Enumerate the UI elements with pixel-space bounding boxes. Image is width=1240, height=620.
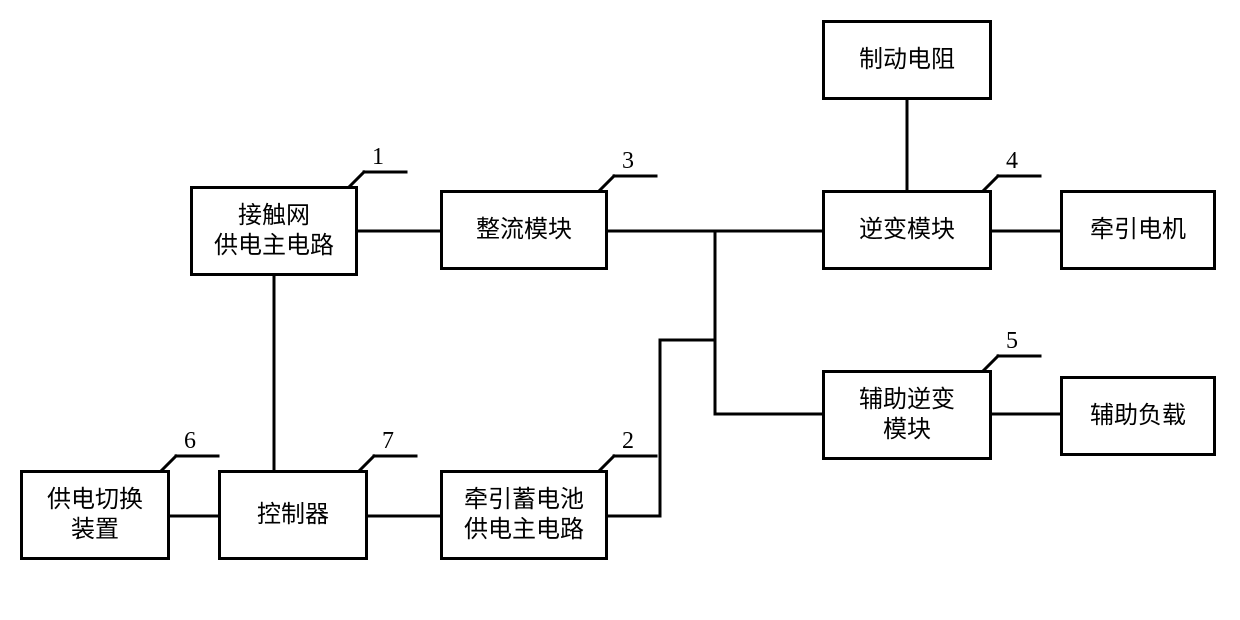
node-n6: 供电切换 装置 [20, 470, 170, 560]
node-n4: 逆变模块 [822, 190, 992, 270]
node-n1: 接触网 供电主电路 [190, 186, 358, 276]
node-number-n3: 3 [622, 148, 634, 175]
edges-layer [0, 0, 1240, 620]
node-number-n5: 5 [1006, 328, 1018, 355]
diagram-stage: 制动电阻接触网 供电主电路 整流模块 逆变模块牵引电机辅助逆变 模块辅助负载供电切换… [0, 0, 1240, 620]
node-number-n7: 7 [382, 428, 394, 455]
node-number-n2: 2 [622, 428, 634, 455]
node-aux_load: 辅助负载 [1060, 376, 1216, 456]
node-number-n1: 1 [372, 144, 384, 171]
node-motor: 牵引电机 [1060, 190, 1216, 270]
node-n2: 牵引蓄电池 供电主电路 [440, 470, 608, 560]
node-brake_res: 制动电阻 [822, 20, 992, 100]
node-number-n4: 4 [1006, 148, 1018, 175]
node-n5: 辅助逆变 模块 [822, 370, 992, 460]
node-n7: 控制器 [218, 470, 368, 560]
node-number-n6: 6 [184, 428, 196, 455]
node-n3: 整流模块 [440, 190, 608, 270]
